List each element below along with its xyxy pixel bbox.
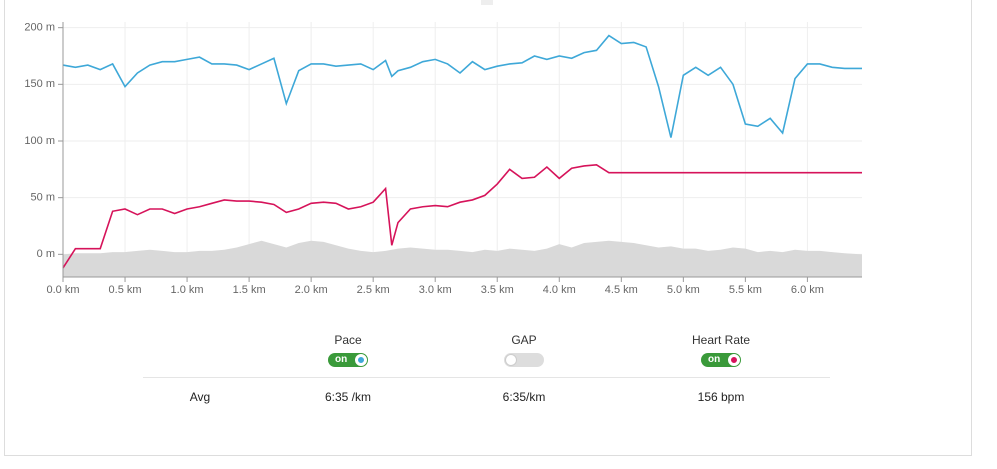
x-tick-label: 0.5 km (109, 284, 142, 296)
toggle-label: Pace (334, 333, 362, 347)
x-tick-label: 1.5 km (233, 284, 266, 296)
toggle[interactable]: Pace on (268, 333, 428, 367)
y-tick-label: 150 m (24, 78, 55, 90)
switch-knob (505, 354, 517, 366)
series-line (62, 163, 862, 269)
panel (4, 0, 972, 456)
elevation-area (63, 240, 862, 277)
summary-value: 156 bpm (697, 390, 745, 404)
x-tick-label: 3.5 km (481, 284, 514, 296)
summary-label: Avg (189, 390, 211, 404)
switch-knob (355, 354, 367, 366)
summary-value: 6:35/km (502, 390, 546, 404)
x-tick-label: 5.5 km (729, 284, 762, 296)
x-tick-label: 2.5 km (357, 284, 390, 296)
toggle-label: GAP (511, 333, 537, 347)
drag-handle[interactable] (481, 0, 493, 5)
toggle[interactable]: Heart Rate on (641, 333, 801, 367)
series-line (62, 34, 862, 138)
y-tick-label: 200 m (24, 22, 55, 34)
x-tick-label: 6.0 km (791, 284, 824, 296)
x-tick-label: 5.0 km (667, 284, 700, 296)
switch[interactable]: on (701, 353, 741, 367)
x-tick-label: 2.0 km (295, 284, 328, 296)
y-tick-label: 0 m (37, 248, 55, 260)
x-tick-label: 4.0 km (543, 284, 576, 296)
switch-text: on (335, 354, 348, 365)
x-tick-label: 3.0 km (419, 284, 452, 296)
toggle-label: Heart Rate (691, 333, 751, 347)
x-tick-label: 4.5 km (605, 284, 638, 296)
x-tick-label: 1.0 km (171, 284, 204, 296)
y-tick-label: 100 m (24, 135, 55, 147)
chart: 0 m 50 m 100 m 150 m 200 m 0.0 km 0.5 km 1.0 km… (24, 0, 862, 296)
separator (143, 377, 830, 378)
x-tick-label: 0.0 km (46, 284, 79, 296)
switch-knob (728, 354, 740, 366)
switch[interactable]: on (328, 353, 368, 367)
switch[interactable] (504, 353, 544, 367)
switch-text: on (708, 354, 721, 365)
summary-value: 6:35 /km (324, 390, 372, 404)
y-tick-label: 50 m (31, 192, 55, 204)
toggle[interactable]: GAP (444, 333, 604, 367)
